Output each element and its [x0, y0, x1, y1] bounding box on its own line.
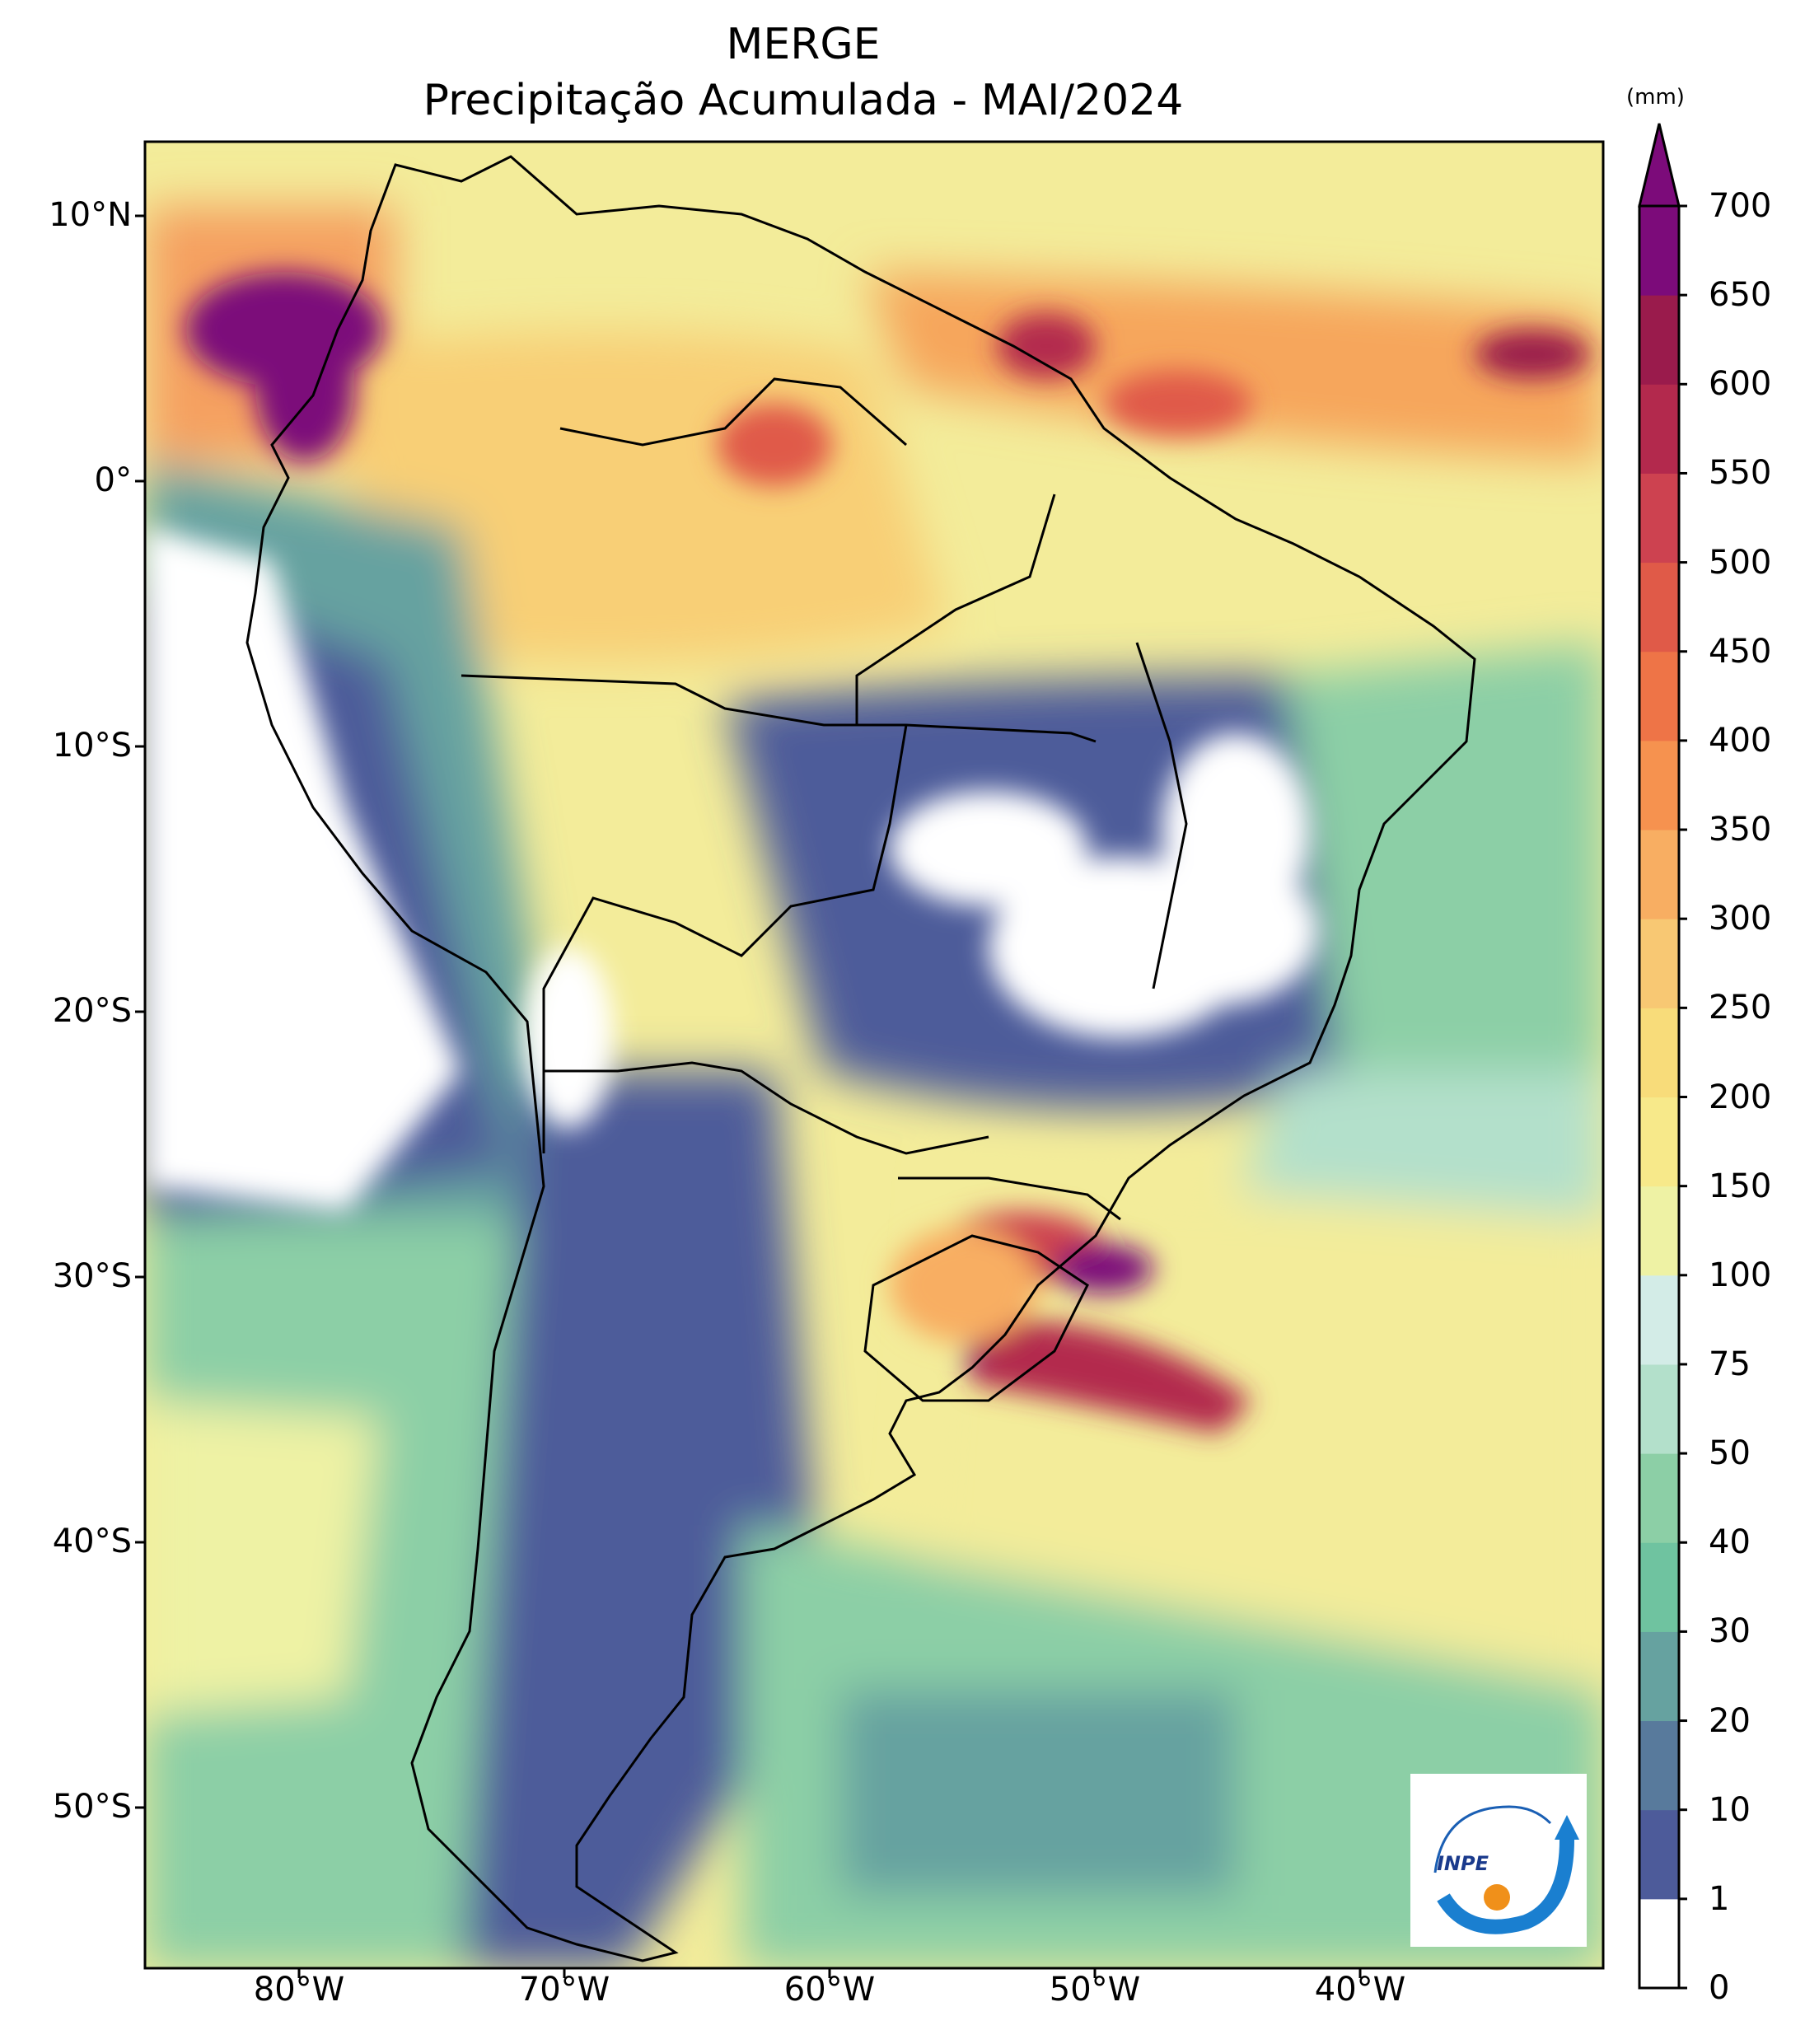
- colorbar-level-label: 150: [1709, 1167, 1772, 1205]
- colorbar-swatch: [1639, 651, 1679, 741]
- colorbar-swatch: [1639, 1186, 1679, 1276]
- colorbar-swatch: [1639, 1631, 1679, 1722]
- colorbar-swatch: [1639, 1008, 1679, 1097]
- map-title: MERGE: [726, 20, 881, 69]
- colorbar-swatch: [1639, 1097, 1679, 1187]
- continent-outline: [245, 155, 1476, 1962]
- lat-label: 40°S: [52, 1522, 132, 1560]
- colorbar-level-label: 500: [1709, 543, 1772, 582]
- colorbar-level-label: 250: [1709, 989, 1772, 1027]
- colorbar-swatch: [1639, 830, 1679, 919]
- country-border: [542, 724, 908, 1153]
- colorbar-unit: (mm): [1626, 85, 1685, 110]
- lat-label: 30°S: [52, 1257, 132, 1295]
- colorbar-swatch: [1639, 473, 1679, 564]
- precipitation-field: [145, 142, 1603, 1968]
- country-border: [559, 377, 907, 447]
- colorbar-swatch: [1639, 1898, 1679, 1989]
- plot-frame: [143, 140, 1605, 1970]
- lon-label: 80°W: [253, 1971, 345, 2009]
- colorbar-swatch: [1639, 1720, 1679, 1811]
- colorbar-level-label: 10: [1709, 1790, 1751, 1829]
- colorbar-swatch: [1639, 1809, 1679, 1900]
- colorbar-swatch: [1639, 1542, 1679, 1632]
- lat-label: 0°: [94, 461, 132, 499]
- lat-label: 50°S: [52, 1788, 132, 1826]
- colorbar-level-label: 100: [1709, 1256, 1772, 1294]
- lon-label: 60°W: [783, 1971, 876, 2009]
- colorbar-extend-arrow: [1638, 123, 1681, 208]
- axis-ticks: [135, 214, 1362, 1978]
- country-border: [544, 1061, 989, 1155]
- colorbar-level-label: 75: [1709, 1345, 1751, 1383]
- colorbar-level-label: 600: [1709, 365, 1772, 404]
- colorbar-swatch: [1639, 206, 1679, 296]
- lat-label: 20°S: [52, 992, 132, 1030]
- lon-label: 40°W: [1314, 1971, 1406, 2009]
- lat-label: 10°S: [52, 727, 132, 765]
- map-subtitle: Precipitação Acumulada - MAI/2024: [423, 76, 1184, 125]
- inpe-logo: INPE: [1410, 1774, 1587, 1947]
- colorbar-level-label: 200: [1709, 1078, 1772, 1116]
- lat-label: 10°N: [49, 196, 132, 234]
- state-border: [863, 1234, 1089, 1402]
- lon-label: 70°W: [518, 1971, 610, 2009]
- colorbar-level-label: 450: [1709, 632, 1772, 671]
- colorbar-level-label: 700: [1709, 187, 1772, 225]
- colorbar-level-label: 30: [1709, 1612, 1751, 1651]
- logo-text: INPE: [1437, 1852, 1489, 1875]
- colorbar-swatch: [1639, 1363, 1679, 1454]
- state-border: [898, 1176, 1121, 1221]
- colorbar-swatch: [1639, 1453, 1679, 1543]
- colorbar-level-label: 1: [1709, 1879, 1730, 1918]
- colorbar-level-label: 50: [1709, 1434, 1751, 1473]
- lon-label: 50°W: [1049, 1971, 1141, 2009]
- state-border: [855, 493, 1056, 725]
- country-border: [461, 674, 1097, 743]
- colorbar-swatch: [1639, 919, 1679, 1008]
- colorbar-level-label: 40: [1709, 1523, 1751, 1562]
- colorbar-swatch: [1639, 562, 1679, 652]
- colorbar-swatch: [1639, 384, 1679, 474]
- colorbar-level-label: 550: [1709, 454, 1772, 493]
- colorbar-level-label: 20: [1709, 1701, 1751, 1740]
- state-border: [1135, 642, 1188, 989]
- colorbar-level-label: 0: [1709, 1969, 1730, 2007]
- colorbar-swatch: [1639, 1275, 1679, 1365]
- colorbar-level-label: 300: [1709, 900, 1772, 938]
- colorbar-level-label: 350: [1709, 811, 1772, 849]
- colorbar: [1638, 123, 1687, 1990]
- colorbar-swatch: [1639, 295, 1679, 385]
- colorbar-level-label: 400: [1709, 721, 1772, 760]
- colorbar-level-label: 650: [1709, 276, 1772, 315]
- colorbar-swatch: [1639, 740, 1679, 830]
